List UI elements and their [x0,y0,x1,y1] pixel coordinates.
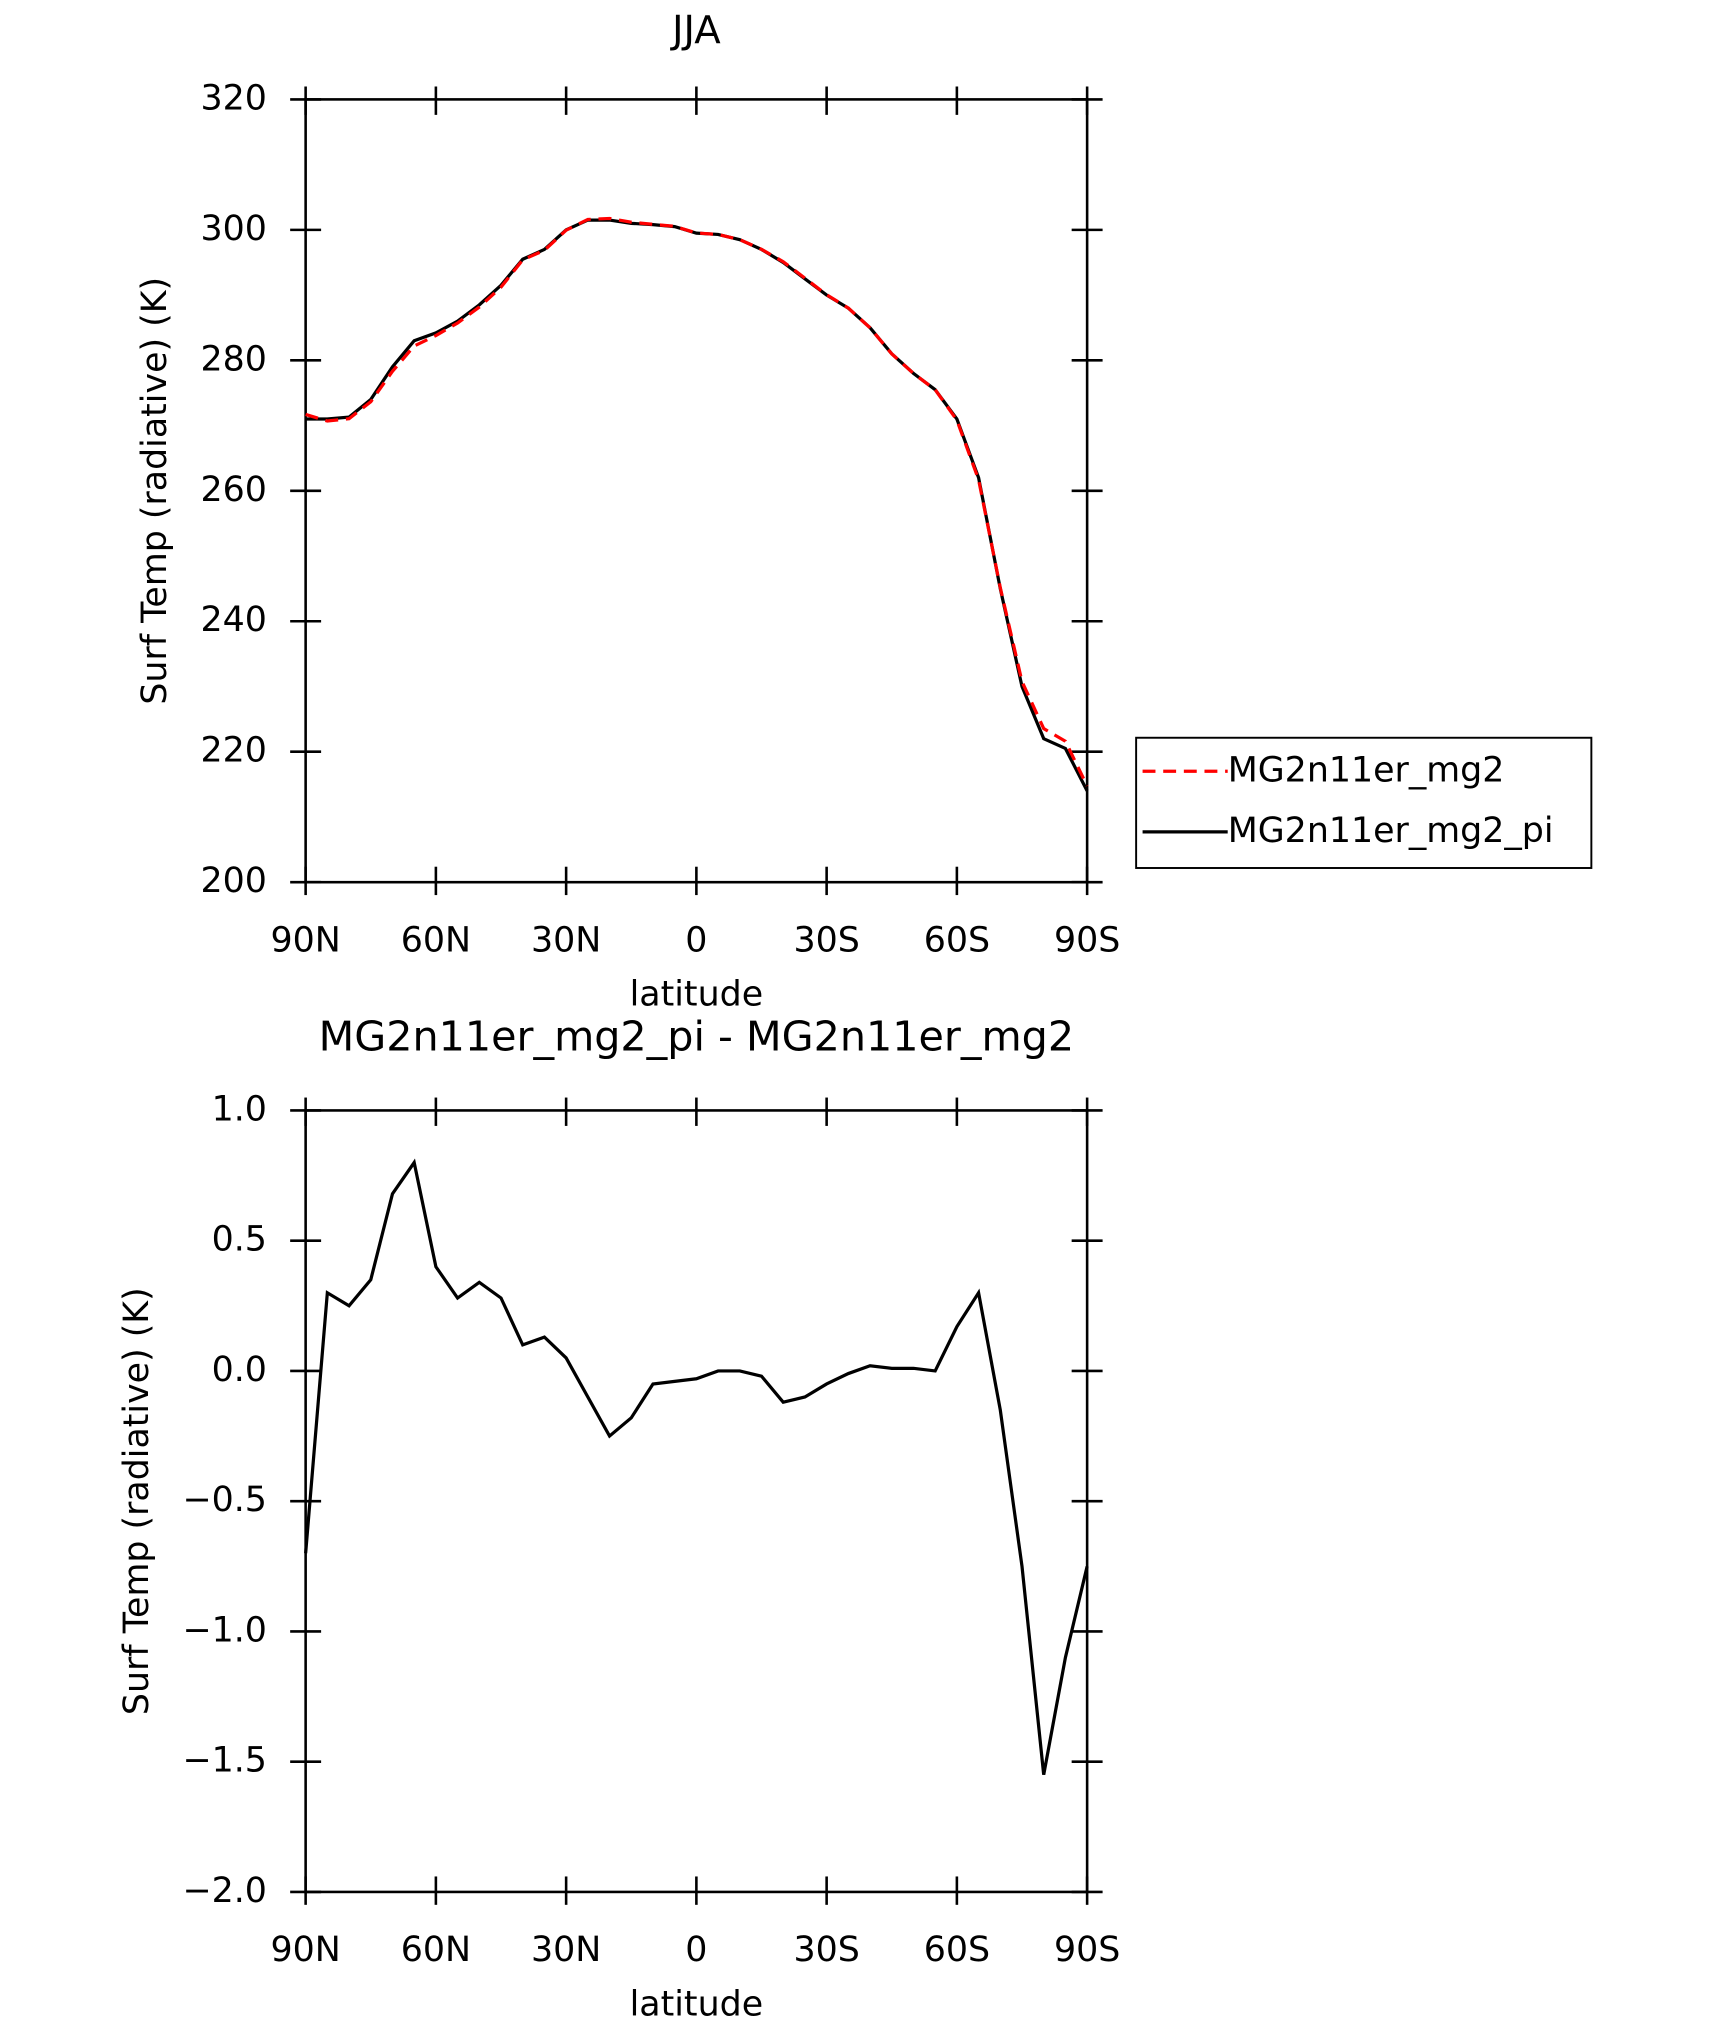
y-tick-label: −1.0 [182,1610,267,1650]
series-line [305,218,1089,792]
x-tick-label: 90N [270,921,340,961]
y-tick-label: 1.0 [212,1089,267,1129]
y-tick-label: 240 [201,600,267,640]
data-line [304,1158,1089,1776]
y-tick-label: 320 [201,78,267,118]
y-tick-label: 260 [201,470,267,510]
x-tick-label: 60S [924,1930,990,1970]
y-tick-label: 300 [201,209,267,249]
x-tick-label: 90S [1054,1930,1120,1970]
y-tick-label: 280 [201,339,267,379]
y-tick-label: 0.0 [212,1350,267,1390]
legend-box [1135,736,1593,869]
x-tick-label: 0 [685,1930,707,1970]
chart-title: MG2n11er_mg2_pi - MG2n11er_mg2 [319,1013,1074,1061]
y-tick-label: −1.5 [182,1741,267,1781]
y-tick-label: 200 [201,861,267,901]
x-axis-label: latitude [630,975,764,1015]
x-tick-label: 30S [793,1930,859,1970]
x-tick-label: 90S [1054,921,1120,961]
y-tick-label: 0.5 [212,1220,267,1260]
plot-frame [304,1109,1089,1894]
x-axis-label: latitude [630,1984,764,2021]
plot-frame [304,98,1089,884]
x-tick-label: 30S [793,921,859,961]
y-tick-label: −0.5 [182,1480,267,1520]
x-tick-label: 30N [531,921,601,961]
y-tick-label: −2.0 [182,1871,267,1911]
x-tick-label: 30N [531,1930,601,1970]
legend-label: MG2n11er_mg2 [1228,750,1505,790]
x-tick-label: 60N [401,921,471,961]
y-tick-label: 220 [201,731,267,771]
legend-label: MG2n11er_mg2_pi [1228,811,1554,851]
series-line [305,216,1089,787]
y-axis-label: Surf Temp (radiative) (K) [135,277,175,705]
x-tick-label: 60N [401,1930,471,1970]
y-axis-label: Surf Temp (radiative) (K) [117,1287,157,1715]
x-tick-label: 90N [270,1930,340,1970]
x-tick-label: 0 [685,921,707,961]
chart-title: JJA [670,8,721,53]
x-tick-label: 60S [924,921,990,961]
